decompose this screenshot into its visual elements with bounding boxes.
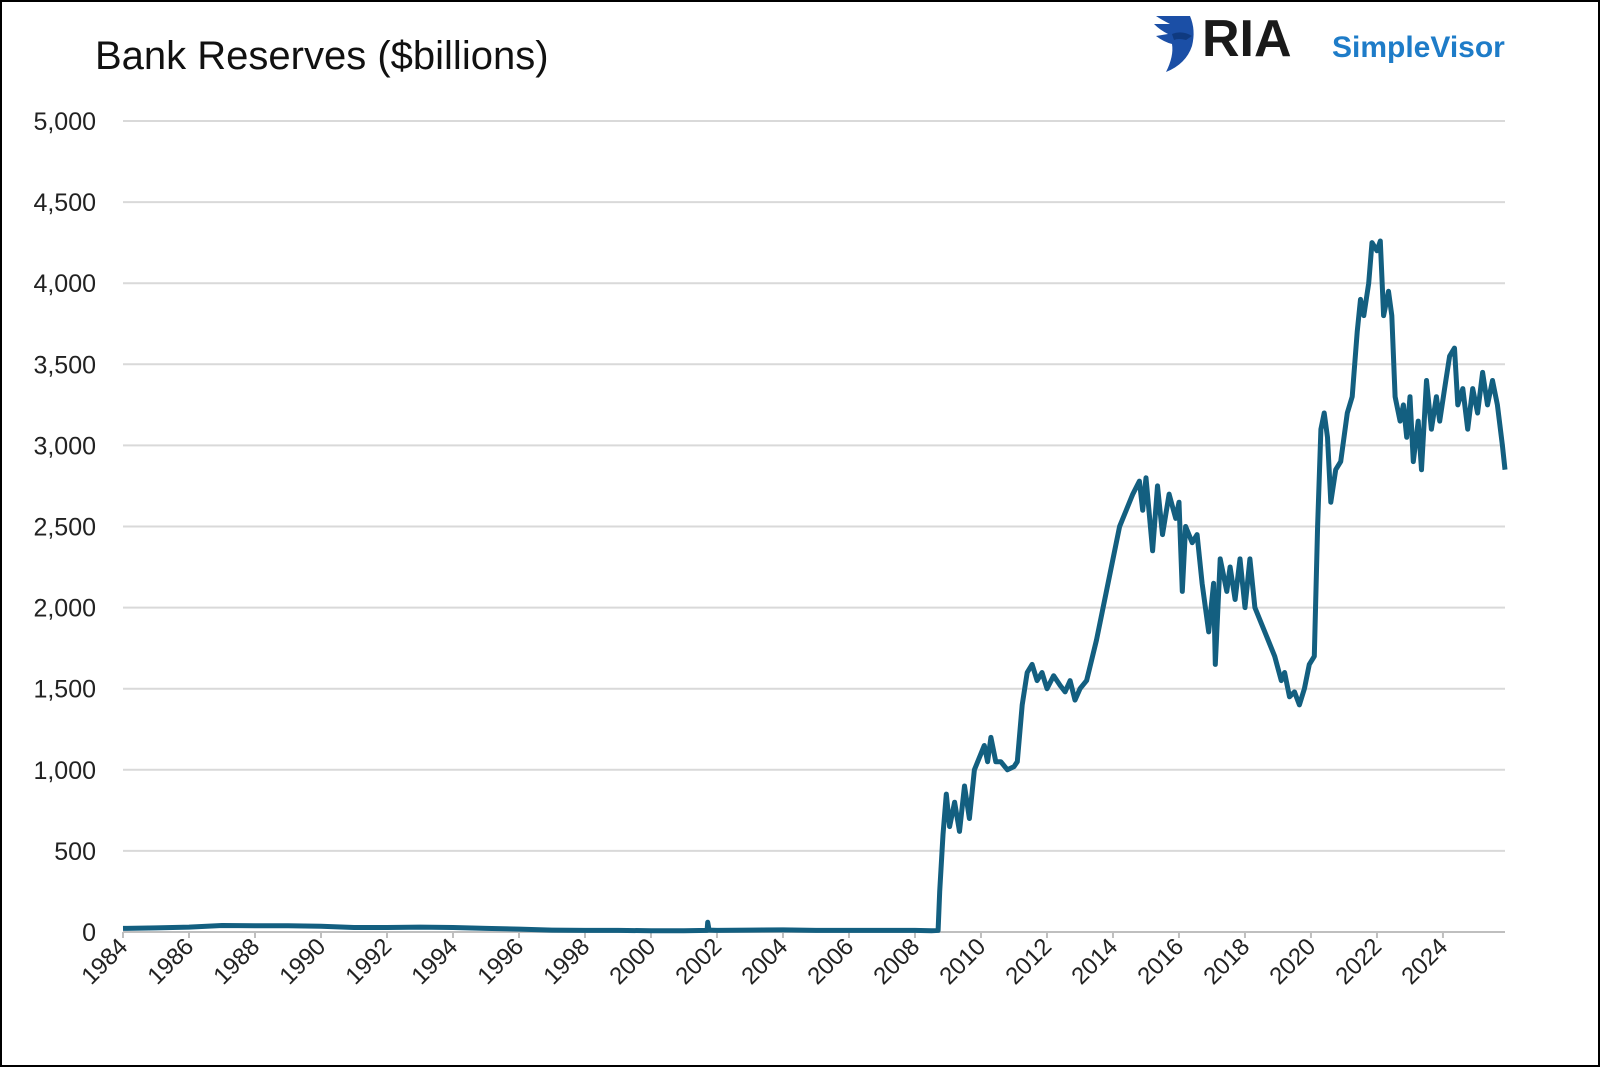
x-tick-label: 2012 [1000,933,1057,990]
bank-reserves-line [122,238,1508,934]
x-tick-label: 1990 [274,933,331,990]
x-tick-label: 2004 [736,933,793,990]
x-tick-label: 1994 [406,933,463,990]
logo-ria-text: RIA [1202,12,1292,68]
x-tick-label: 1988 [208,933,265,990]
y-tick-label: 1,000 [33,757,96,785]
x-tick-label: 2020 [1264,933,1321,990]
x-tick-label: 2018 [1198,933,1255,990]
x-tick-label: 2008 [868,933,925,990]
y-tick-label: 3,500 [33,351,96,379]
x-tick-label: 2000 [604,933,661,990]
x-tick-label: 2016 [1132,933,1189,990]
y-tick-label: 4,000 [33,270,96,298]
x-tick-label: 2014 [1066,933,1123,990]
y-tick-label: 2,000 [33,595,96,623]
y-tick-label: 2,500 [33,514,96,542]
y-tick-label: 0 [82,919,96,947]
logo-simplevisor-text: SimpleVisor [1332,31,1505,64]
logo-graphic: RIA SimpleVisor [1154,10,1505,72]
y-tick-label: 1,500 [33,676,96,704]
x-tick-label: 1986 [142,933,199,990]
y-tick-label: 5,000 [33,108,96,136]
eagle-shield-icon [1154,16,1194,72]
chart-title: Bank Reserves ($billions) [95,34,549,78]
x-tick-label: 2010 [934,933,991,990]
y-tick-label: 3,000 [33,432,96,460]
x-tick-label: 2022 [1330,933,1387,990]
x-tick-label: 1992 [340,933,397,990]
x-tick-label: 2006 [802,933,859,990]
ria-simplevisor-logo: RIA SimpleVisor [1152,10,1542,81]
x-tick-label: 1996 [472,933,529,990]
x-tick-label: 1998 [538,933,595,990]
x-tick-label: 2002 [670,933,727,990]
x-tick-label: 2024 [1396,933,1453,990]
y-tick-label: 4,500 [33,189,96,217]
y-tick-label: 500 [54,838,96,866]
